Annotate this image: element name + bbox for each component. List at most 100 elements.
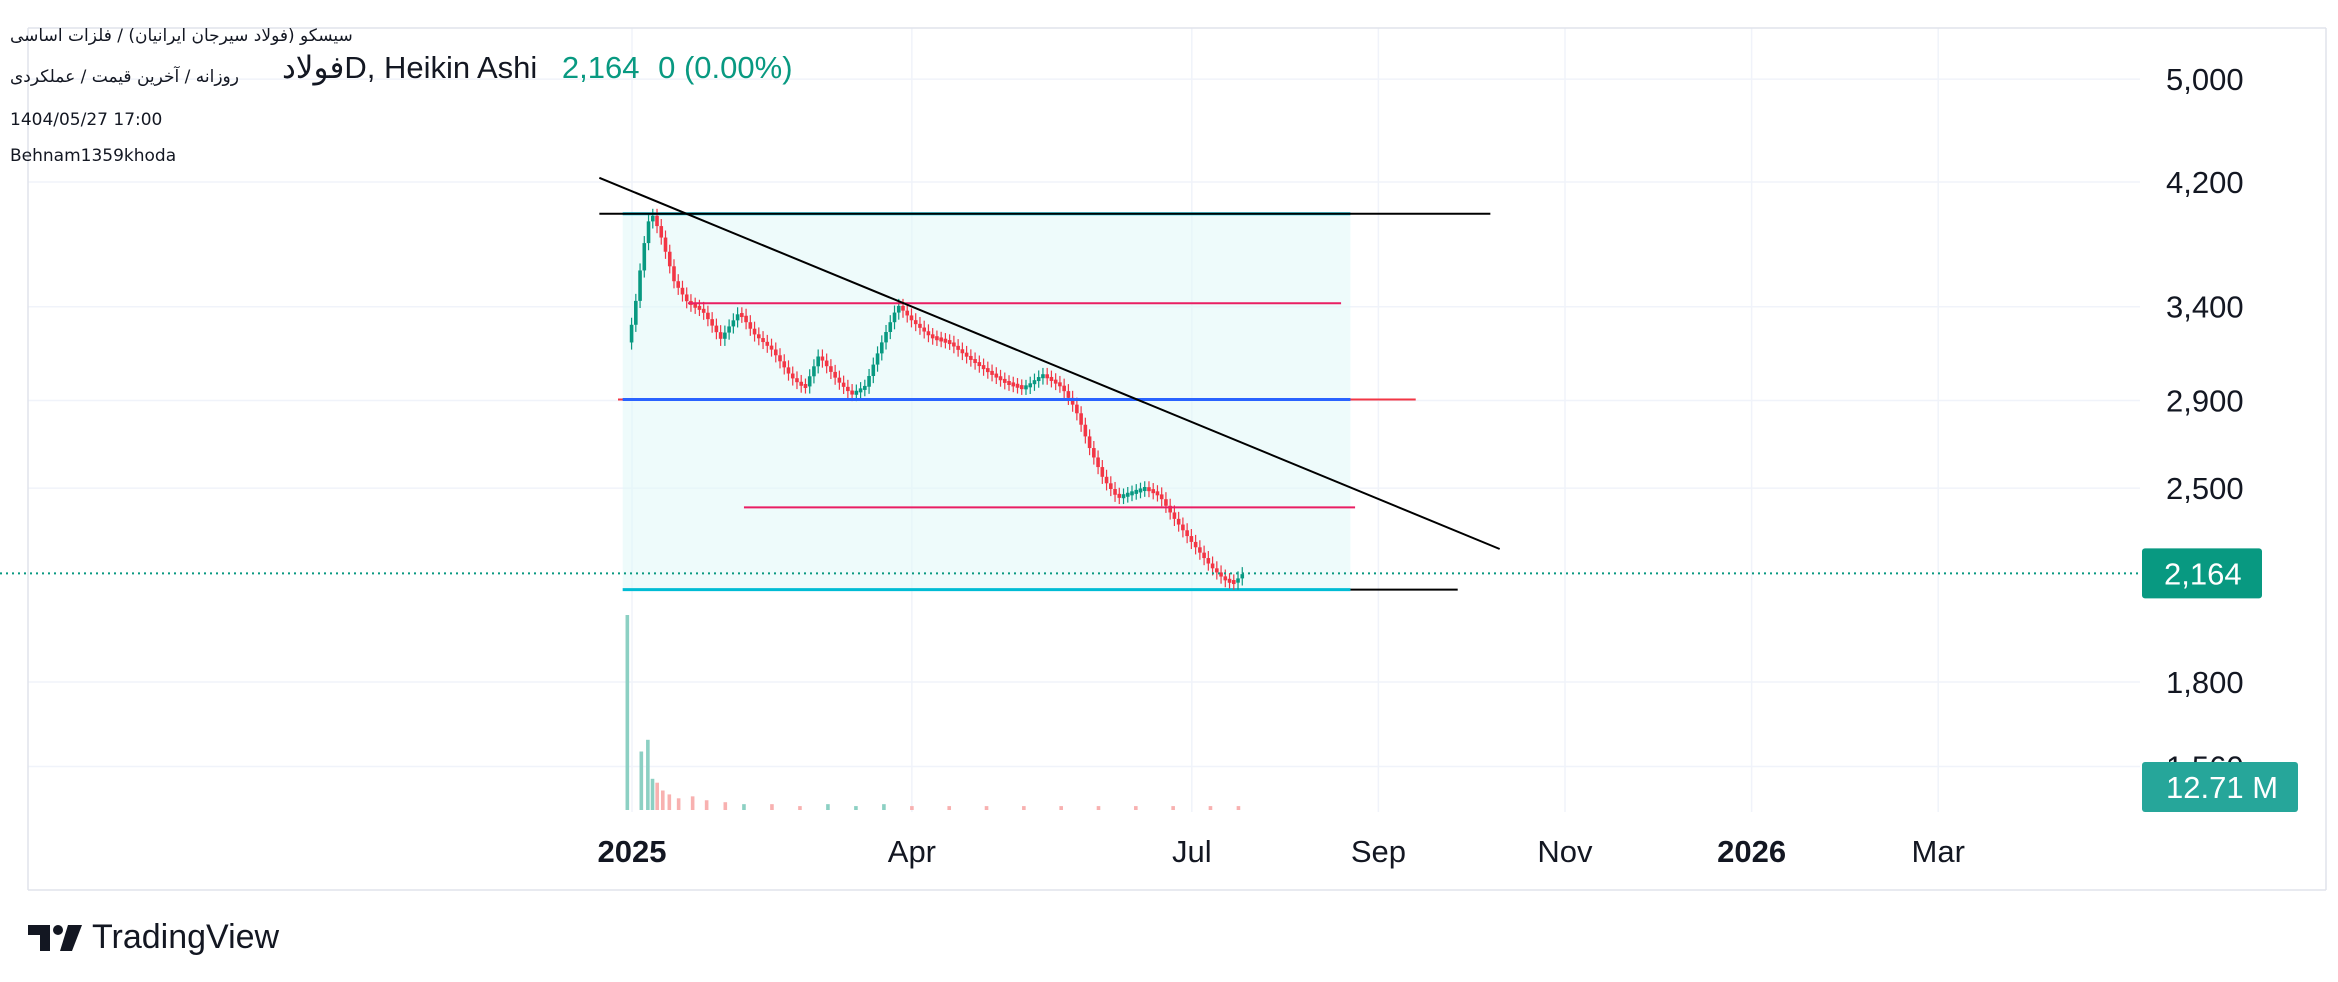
price-change: 0 (0.00%)	[658, 50, 793, 85]
candle-body	[1176, 518, 1181, 525]
volume-bar	[639, 751, 644, 810]
candle-body	[1075, 404, 1079, 414]
candle-body	[973, 359, 977, 364]
axis-price-labels: 2,164 12.71 M	[2142, 548, 2298, 812]
time-axis[interactable]: 2025 Apr Jul Sep Nov 2026 Mar	[598, 834, 1965, 869]
candle-body	[778, 355, 782, 362]
candle-body	[1138, 488, 1143, 493]
candle-body	[841, 382, 846, 387]
candle-body	[1236, 578, 1240, 583]
candle-body	[816, 356, 820, 367]
candle-body	[790, 373, 795, 379]
candle-body	[1066, 391, 1071, 398]
candle-body	[693, 303, 697, 308]
chart-title-row: فولادD, Heikin Ashi 2,164 0 (0.00%)	[282, 50, 803, 86]
candle-body	[1019, 385, 1024, 390]
x-tick-label: 2025	[598, 834, 667, 869]
candle-body	[947, 340, 952, 345]
volume-bar	[1059, 806, 1063, 810]
candle-body	[850, 390, 854, 395]
candle-body	[646, 221, 651, 244]
x-tick-label: Sep	[1351, 834, 1406, 869]
candle-body	[1240, 574, 1245, 579]
candle-body	[1011, 382, 1016, 387]
candle-body	[863, 385, 867, 390]
candle-body	[807, 376, 812, 387]
candle-body	[1168, 505, 1172, 513]
volume-bar	[1022, 806, 1026, 810]
candle-body	[782, 361, 787, 368]
volume-bar	[947, 806, 952, 810]
candle-body	[1062, 385, 1066, 392]
candle-body	[684, 294, 689, 302]
interval-chart-type[interactable]: D, Heikin Ashi	[344, 50, 538, 85]
candle-body	[1231, 580, 1236, 585]
candle-body	[672, 266, 676, 282]
candle-body	[1108, 483, 1113, 490]
candle-body	[913, 320, 918, 325]
candle-body	[1227, 578, 1232, 583]
candle-body	[986, 368, 990, 373]
header-line2: روزانه / آخرین قیمت / عملکردی	[10, 67, 239, 87]
candle-body	[1070, 397, 1075, 405]
tradingview-branding[interactable]: TradingView	[28, 918, 279, 957]
candle-body	[994, 373, 999, 378]
candle-body	[879, 342, 884, 354]
volume-bar	[1134, 806, 1138, 810]
y-tick-label: 2,500	[2166, 471, 2244, 506]
candle-body	[1015, 383, 1020, 388]
volume-bar	[798, 806, 802, 810]
candle-body	[918, 323, 922, 328]
candle-body	[833, 371, 837, 378]
candle-body	[1185, 530, 1189, 537]
candle-body	[1164, 499, 1168, 506]
candle-body	[969, 355, 973, 360]
candle-body	[1083, 424, 1088, 437]
volume-bar	[854, 806, 858, 810]
candle-body	[812, 366, 816, 377]
volume-bar	[742, 804, 746, 810]
candle-body	[943, 338, 948, 343]
x-tick-label: Nov	[1537, 834, 1593, 869]
volume-bar	[676, 798, 681, 810]
candle-body	[710, 319, 714, 326]
candle-body	[748, 322, 753, 329]
candle-body	[1104, 476, 1109, 484]
candle-body	[676, 281, 681, 288]
candle-body	[926, 331, 931, 336]
candle-body	[990, 370, 994, 375]
candle-body	[769, 345, 774, 350]
candle-body	[799, 381, 804, 386]
candle-body	[697, 305, 702, 310]
candle-body	[1032, 380, 1037, 385]
symbol-name[interactable]: فولاد	[282, 50, 345, 85]
candle-body	[905, 310, 910, 316]
drawings-front	[0, 176, 2150, 591]
candle-body	[1155, 491, 1160, 496]
x-tick-label: 2026	[1717, 834, 1786, 869]
volume-bar	[655, 782, 659, 810]
volume-bar	[1236, 806, 1241, 810]
volume-badge	[2142, 762, 2298, 812]
candle-body	[1049, 376, 1054, 381]
y-tick-label: 3,400	[2166, 290, 2244, 325]
candle-body	[1189, 536, 1194, 542]
volume-badge-text: 12.71 M	[2166, 770, 2278, 805]
candle-body	[824, 360, 829, 367]
candle-body	[829, 366, 833, 372]
volume-bar	[1096, 806, 1101, 810]
volume-bar	[667, 794, 672, 810]
candle-body	[1219, 572, 1223, 577]
candle-body	[667, 251, 672, 267]
candle-body	[680, 287, 685, 295]
candle-body	[1223, 576, 1228, 581]
candle-body	[1092, 448, 1096, 458]
candle-body	[757, 334, 761, 339]
candle-body	[1100, 467, 1105, 477]
drawings-back	[622, 212, 1351, 592]
header-author: Behnam1359khoda	[10, 146, 177, 166]
candle-body	[901, 305, 905, 311]
candle-body	[930, 334, 935, 339]
